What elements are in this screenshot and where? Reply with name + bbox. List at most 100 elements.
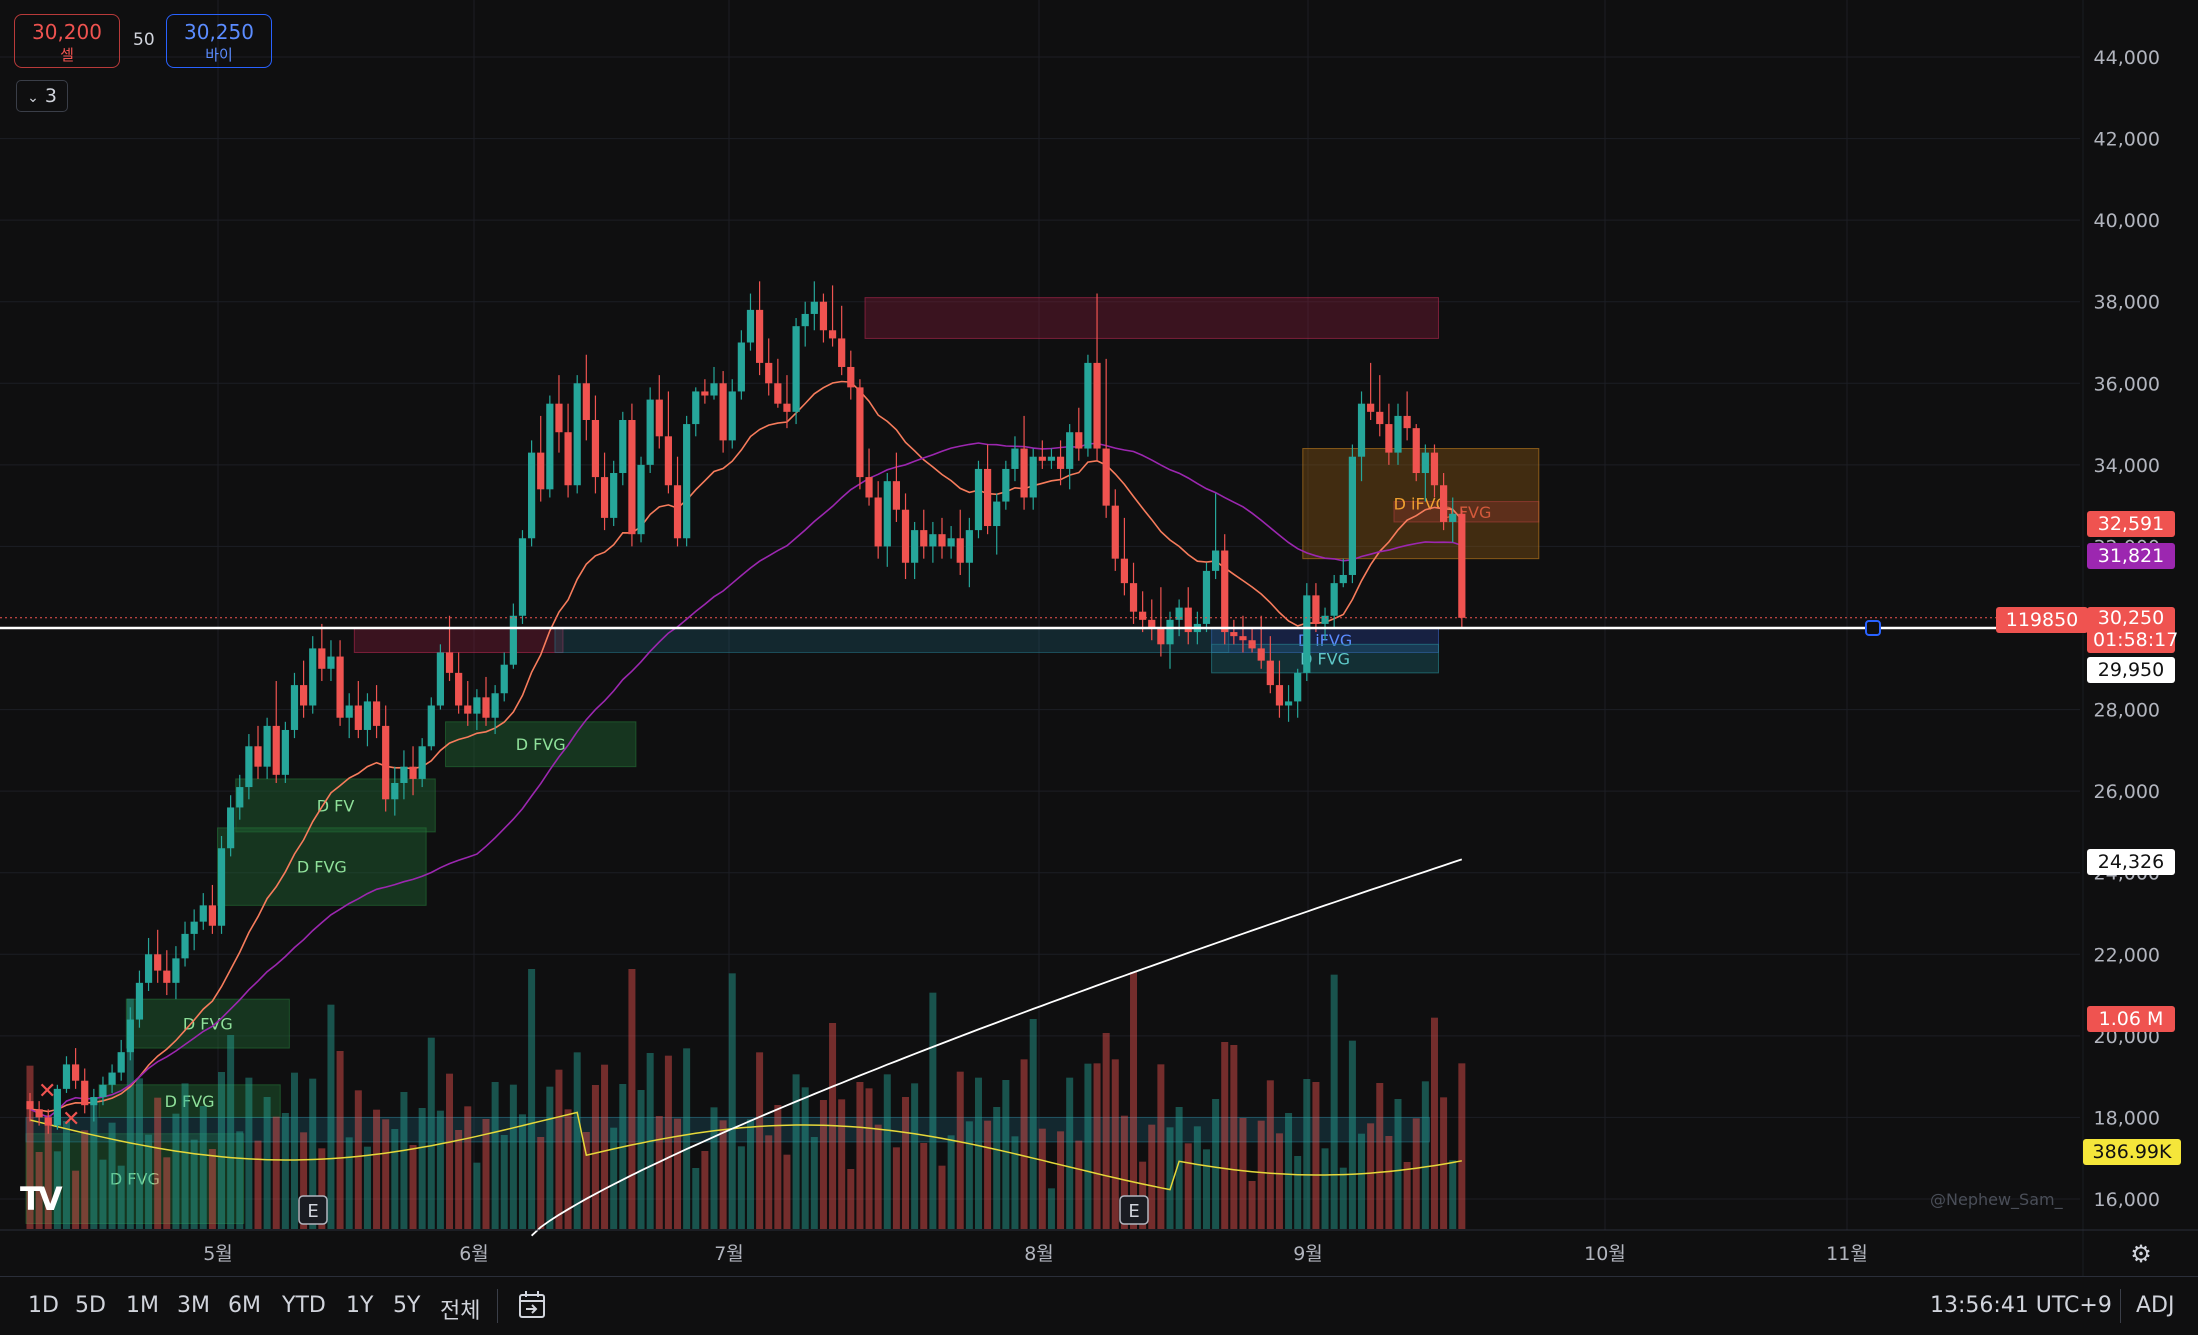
volume-bar bbox=[1257, 1120, 1265, 1229]
volume-bar bbox=[446, 1073, 454, 1229]
sell-price: 30,200 bbox=[32, 20, 102, 44]
candle-body bbox=[801, 313, 809, 327]
candle-body bbox=[345, 705, 353, 718]
timeframe-1m[interactable]: 1M bbox=[126, 1293, 159, 1318]
candle-body bbox=[783, 403, 791, 412]
ma50-line bbox=[29, 442, 1463, 1119]
volume-bar bbox=[692, 1168, 700, 1229]
volume-bar bbox=[984, 1120, 992, 1229]
candle-body bbox=[555, 403, 563, 433]
volume-bar bbox=[436, 1110, 444, 1229]
price-tick-label: 18,000 bbox=[2094, 1107, 2160, 1129]
volume-bar bbox=[1157, 1064, 1165, 1229]
date-range-button[interactable] bbox=[516, 1287, 550, 1323]
candle-body bbox=[1129, 583, 1138, 612]
candle-body bbox=[1212, 550, 1220, 571]
candle-body bbox=[947, 538, 955, 547]
volume-bar bbox=[856, 1082, 864, 1229]
volume-bar bbox=[628, 969, 636, 1229]
candle-body bbox=[144, 954, 153, 983]
timeframe-6m[interactable]: 6M bbox=[228, 1293, 261, 1318]
volume-bar bbox=[1020, 1059, 1028, 1229]
volume-bar bbox=[409, 1145, 417, 1229]
candle-body bbox=[646, 399, 654, 465]
spread-value: 50 bbox=[133, 30, 155, 50]
sell-button[interactable]: 30,200 셀 bbox=[14, 14, 120, 68]
volume-bar bbox=[1275, 1133, 1283, 1229]
candle-body bbox=[1093, 362, 1101, 449]
candle-body bbox=[172, 958, 180, 983]
candle-body bbox=[354, 705, 362, 730]
price-tick-label: 42,000 bbox=[2094, 129, 2160, 151]
line-handle bbox=[1865, 620, 1881, 636]
volume-bar bbox=[865, 1088, 873, 1229]
volume-bar bbox=[573, 1052, 581, 1229]
collapse-indicators-button[interactable]: ⌄ 3 bbox=[16, 80, 68, 112]
candle-body bbox=[199, 905, 207, 922]
fvg-zone bbox=[1302, 448, 1540, 560]
volume-bar bbox=[546, 1086, 554, 1229]
candle-body bbox=[856, 387, 864, 478]
candle-body bbox=[473, 697, 481, 714]
volume-bar bbox=[53, 1151, 61, 1229]
candle-body bbox=[190, 921, 198, 934]
candle-body bbox=[318, 648, 326, 669]
candle-body bbox=[126, 1019, 134, 1053]
fvg-zone-label: D FVG bbox=[516, 735, 566, 754]
volume-bar bbox=[892, 1147, 900, 1229]
chart-settings-button[interactable]: ⚙ bbox=[2126, 1240, 2156, 1270]
timeframe-5d[interactable]: 5D bbox=[75, 1293, 106, 1318]
volume-bar bbox=[1294, 1156, 1302, 1229]
clock[interactable]: 13:56:41 UTC+9 bbox=[1930, 1293, 2112, 1318]
candle-body bbox=[819, 301, 828, 331]
candle-body bbox=[1166, 619, 1174, 645]
candle-body bbox=[774, 383, 782, 404]
timeframe-1d[interactable]: 1D bbox=[28, 1293, 59, 1318]
candle-body bbox=[217, 848, 226, 926]
candle-body bbox=[683, 424, 691, 539]
candle-body bbox=[810, 301, 818, 314]
volume-bar bbox=[1403, 1162, 1411, 1229]
timeframe-3m[interactable]: 3M bbox=[177, 1293, 210, 1318]
volume-average-label: 386.99K bbox=[2083, 1139, 2181, 1165]
volume-bar bbox=[172, 1113, 180, 1229]
candle-body bbox=[1440, 485, 1448, 522]
candle-body bbox=[619, 419, 627, 474]
time-tick-label: 9월 bbox=[1293, 1243, 1323, 1265]
fvg-zone-label: D iFVG bbox=[1298, 631, 1352, 650]
timeframe-all[interactable]: 전체 bbox=[440, 1299, 481, 1324]
volume-bar bbox=[345, 1137, 353, 1229]
volume-bar bbox=[1421, 1081, 1429, 1229]
candle-body bbox=[1002, 468, 1010, 502]
fvg-zone bbox=[235, 778, 436, 833]
tradingview-logo[interactable]: TV bbox=[20, 1180, 74, 1218]
candle-body bbox=[290, 685, 299, 730]
volume-bar bbox=[99, 1159, 107, 1229]
timeframe-1y[interactable]: 1Y bbox=[346, 1293, 374, 1318]
buy-button[interactable]: 30,250 바이 bbox=[166, 14, 272, 68]
candle-body bbox=[573, 383, 581, 486]
price-tick-label: 38,000 bbox=[2094, 292, 2160, 314]
volume-bar bbox=[1367, 1123, 1375, 1229]
volume-bar bbox=[1047, 1188, 1055, 1229]
fvg-zone-label: D iFVG bbox=[1394, 495, 1448, 514]
candle-body bbox=[327, 656, 335, 669]
candle-body bbox=[673, 485, 682, 539]
candle-body bbox=[582, 383, 590, 420]
volume-bar bbox=[1111, 1059, 1119, 1229]
timeframe-5y[interactable]: 5Y bbox=[393, 1293, 421, 1318]
adj-toggle[interactable]: ADJ bbox=[2136, 1293, 2175, 1318]
earnings-marker bbox=[298, 1195, 328, 1225]
candle-body bbox=[445, 652, 454, 673]
candle-body bbox=[537, 452, 545, 490]
volume-bar bbox=[938, 1165, 946, 1229]
candle-body bbox=[1120, 558, 1128, 584]
timeframe-ytd[interactable]: YTD bbox=[282, 1293, 326, 1318]
candle-body bbox=[53, 1088, 61, 1126]
candle-body bbox=[263, 725, 271, 767]
fvg-zone-label: D FVG bbox=[165, 1092, 215, 1111]
volume-bar bbox=[117, 1165, 125, 1229]
cursor-value-label: 119850 bbox=[1996, 607, 2088, 633]
earnings-marker-label: E bbox=[307, 1201, 318, 1222]
